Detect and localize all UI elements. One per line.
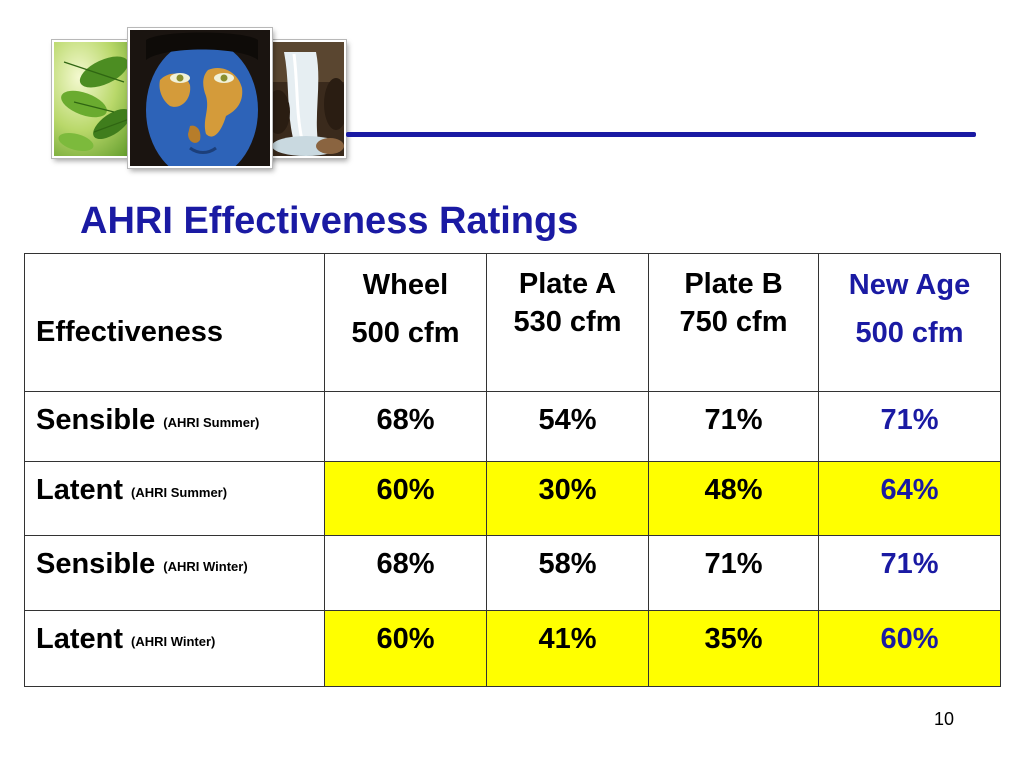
row-note: (AHRI Winter) [163, 559, 248, 574]
header-plate-b-flow: 750 cfm [679, 306, 788, 338]
cell-new-age: 71% [818, 391, 1001, 462]
header-wheel-flow: 500 cfm [351, 317, 460, 349]
table-row: Sensible (AHRI Winter) 68% 58% 71% 71% [24, 535, 1001, 611]
row-label: Sensible (AHRI Winter) [24, 535, 325, 611]
cell-wheel: 68% [324, 535, 487, 611]
cell-plate-a: 30% [486, 461, 649, 536]
cell-plate-a: 41% [486, 610, 649, 687]
page-number: 10 [934, 709, 955, 729]
row-note: (AHRI Summer) [163, 415, 260, 430]
header-new-age-flow: 500 cfm [855, 317, 964, 349]
row-label: Latent (AHRI Winter) [24, 610, 325, 687]
cell-plate-b: 48% [648, 461, 819, 536]
header-plate-a-name: Plate A [518, 268, 617, 300]
header-photo-collage [50, 28, 350, 168]
table-row: Latent (AHRI Winter) 60% 41% 35% 60% [24, 610, 1001, 687]
cell-plate-b: 35% [648, 610, 819, 687]
leaves-photo [52, 40, 136, 158]
cell-new-age: 60% [818, 610, 1001, 687]
table-header-row: Effectiveness Wheel 500 cfm Plate A 530 … [24, 253, 1001, 392]
table-row: Latent (AHRI Summer) 60% 30% 48% 64% [24, 461, 1001, 536]
header-new-age-name: New Age [848, 269, 971, 301]
header-effectiveness: Effectiveness [24, 253, 325, 392]
cell-plate-b: 71% [648, 535, 819, 611]
title-underline-rule [346, 132, 976, 137]
row-note: (AHRI Summer) [131, 485, 228, 500]
cell-wheel: 60% [324, 461, 487, 536]
cell-plate-a: 58% [486, 535, 649, 611]
cell-wheel: 60% [324, 610, 487, 687]
row-note: (AHRI Winter) [131, 634, 216, 649]
header-plate-b-name: Plate B [684, 268, 783, 300]
header-new-age: New Age 500 cfm [818, 253, 1001, 392]
cell-plate-a: 54% [486, 391, 649, 462]
cell-wheel: 68% [324, 391, 487, 462]
table-row: Sensible (AHRI Summer) 68% 54% 71% 71% [24, 391, 1001, 462]
row-label-text: Sensible [36, 548, 156, 580]
header-plate-b: Plate B 750 cfm [648, 253, 819, 392]
row-label-text: Latent [36, 623, 123, 655]
header-wheel-name: Wheel [362, 269, 449, 301]
waterfall-photo [262, 40, 346, 158]
header-plate-a-flow: 530 cfm [513, 306, 622, 338]
row-label-text: Sensible [36, 404, 156, 436]
header-wheel: Wheel 500 cfm [324, 253, 487, 392]
cell-plate-b: 71% [648, 391, 819, 462]
world-map-face-photo [128, 28, 272, 168]
header-plate-a: Plate A 530 cfm [486, 253, 649, 392]
effectiveness-ratings-table: Effectiveness Wheel 500 cfm Plate A 530 … [24, 253, 1001, 687]
cell-new-age: 64% [818, 461, 1001, 536]
row-label-text: Latent [36, 474, 123, 506]
slide-title: AHRI Effectiveness Ratings [80, 200, 579, 242]
cell-new-age: 71% [818, 535, 1001, 611]
row-label: Latent (AHRI Summer) [24, 461, 325, 536]
row-label: Sensible (AHRI Summer) [24, 391, 325, 462]
